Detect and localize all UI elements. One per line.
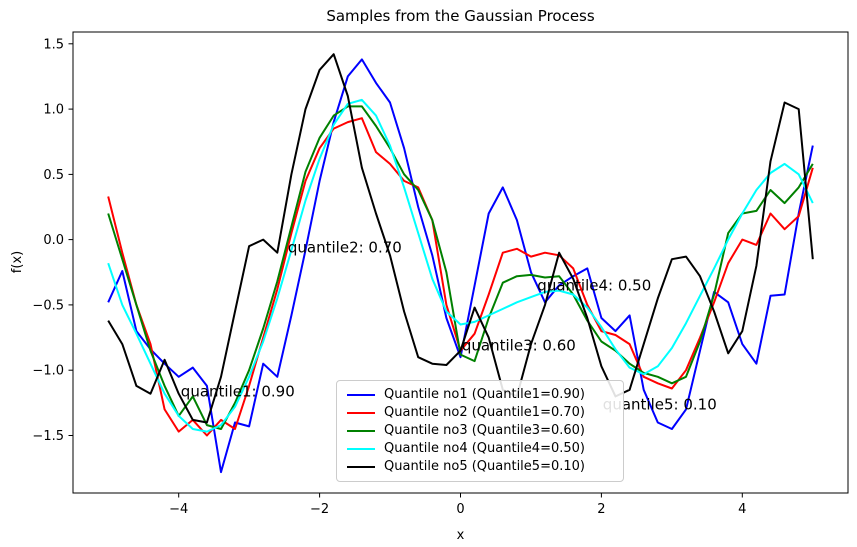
- y-tick-label: −1.0: [32, 364, 64, 379]
- y-tick-label: −1.5: [32, 429, 64, 444]
- legend-item-label: Quantile no1 (Quantile1=0.90): [384, 387, 585, 402]
- plot-area-frame: [72, 31, 849, 494]
- annotation-quantile5-label: quantile5: 0.10: [603, 395, 717, 413]
- legend-item-label: Quantile no5 (Quantile5=0.10): [384, 459, 585, 474]
- series-lines-group: [107, 53, 814, 474]
- chart-title: Samples from the Gaussian Process: [326, 7, 595, 25]
- legend-line-swatch-4: [347, 448, 375, 450]
- x-tick-label: 0: [456, 502, 464, 517]
- legend-item: Quantile no3 (Quantile3=0.60): [347, 422, 613, 440]
- legend-item-label: Quantile no4 (Quantile4=0.50): [384, 441, 585, 456]
- legend-line-swatch-3: [347, 430, 375, 432]
- series-line-quantile-no5: [107, 53, 814, 424]
- x-tick-marks: [178, 493, 743, 498]
- y-tick-label: 0.5: [43, 168, 64, 183]
- annotation-quantile4-label: quantile4: 0.50: [537, 277, 651, 295]
- y-tick-marks: [68, 43, 73, 436]
- x-axis-label: x: [457, 528, 465, 543]
- series-line-quantile-no4: [107, 98, 814, 433]
- legend-item: Quantile no1 (Quantile1=0.90): [347, 386, 613, 404]
- legend-line-swatch-1: [347, 394, 375, 396]
- legend-item-label: Quantile no3 (Quantile3=0.60): [384, 423, 585, 438]
- legend-item: Quantile no2 (Quantile1=0.70): [347, 404, 613, 422]
- annotations-group: quantile1: 0.90 quantile2: 0.70 quantile3:…: [181, 239, 717, 414]
- x-tick-label: 4: [738, 502, 746, 517]
- x-tick-label: −4: [169, 502, 188, 517]
- x-tick-label: −2: [310, 502, 329, 517]
- legend-item: Quantile no5 (Quantile5=0.10): [347, 458, 613, 476]
- legend-item: Quantile no4 (Quantile4=0.50): [347, 440, 613, 458]
- annotation-quantile1-label: quantile1: 0.90: [181, 382, 295, 400]
- y-axis-label: f(x): [10, 251, 25, 273]
- annotation-quantile2-label: quantile2: 0.70: [288, 239, 402, 257]
- y-tick-label: 1.0: [43, 103, 64, 118]
- series-line-quantile-no1: [107, 58, 814, 474]
- legend-item-label: Quantile no2 (Quantile1=0.70): [384, 405, 585, 420]
- y-tick-label: −0.5: [32, 298, 64, 313]
- y-tick-label: 1.5: [43, 37, 64, 52]
- y-tick-label: 0.0: [43, 233, 64, 248]
- legend: Quantile no1 (Quantile1=0.90) Quantile no…: [336, 380, 624, 482]
- annotation-quantile3-label: quantile3: 0.60: [462, 337, 576, 355]
- x-tick-label: 2: [597, 502, 605, 517]
- legend-line-swatch-5: [347, 466, 375, 468]
- legend-line-swatch-2: [347, 412, 375, 414]
